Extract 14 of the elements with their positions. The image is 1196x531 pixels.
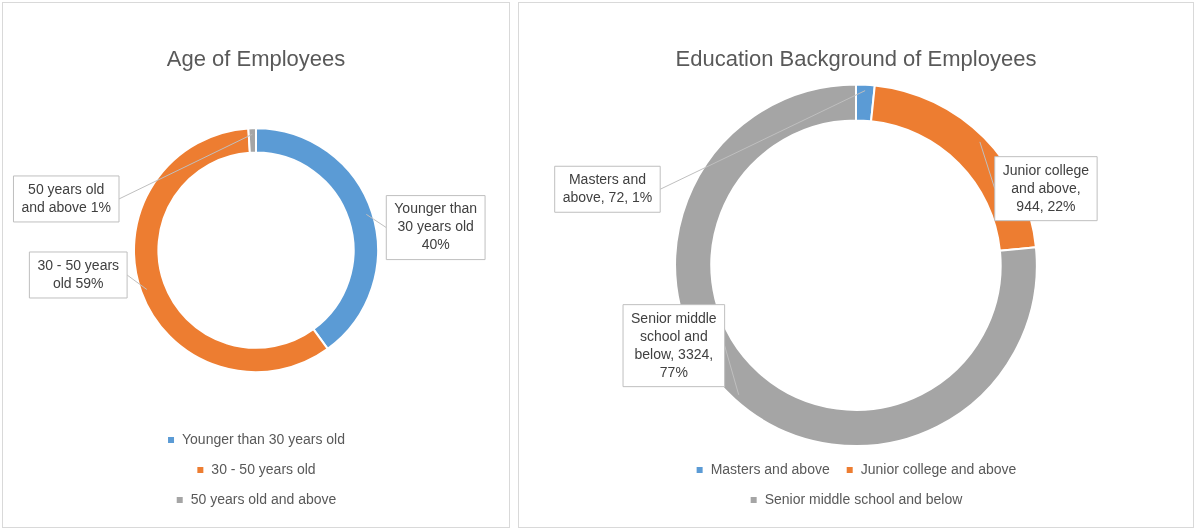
legend-label: 50 years old and above	[190, 490, 337, 507]
chart-title: Age of Employees	[166, 46, 346, 72]
data-label: 50 years old and above 1%	[21, 180, 112, 215]
legend-label: Younger than 30 years old	[182, 430, 345, 447]
data-label: Senior middle school and below, 3324, 77%	[631, 309, 717, 380]
legend-label: Senior middle school and below	[764, 490, 964, 507]
data-label: Masters and above, 72, 1%	[562, 171, 653, 206]
legend-label: 30 - 50 years old	[211, 460, 316, 477]
legend-label: Masters and above	[710, 460, 830, 477]
data-label: Junior college and above, 944, 22%	[1002, 161, 1090, 214]
data-label: Younger than 30 years old 40%	[394, 200, 478, 253]
legend-label: Junior college and above	[860, 460, 1017, 477]
data-label: 30 - 50 years old 59%	[37, 256, 120, 291]
chart-title: Education Background of Employees	[675, 46, 1037, 72]
